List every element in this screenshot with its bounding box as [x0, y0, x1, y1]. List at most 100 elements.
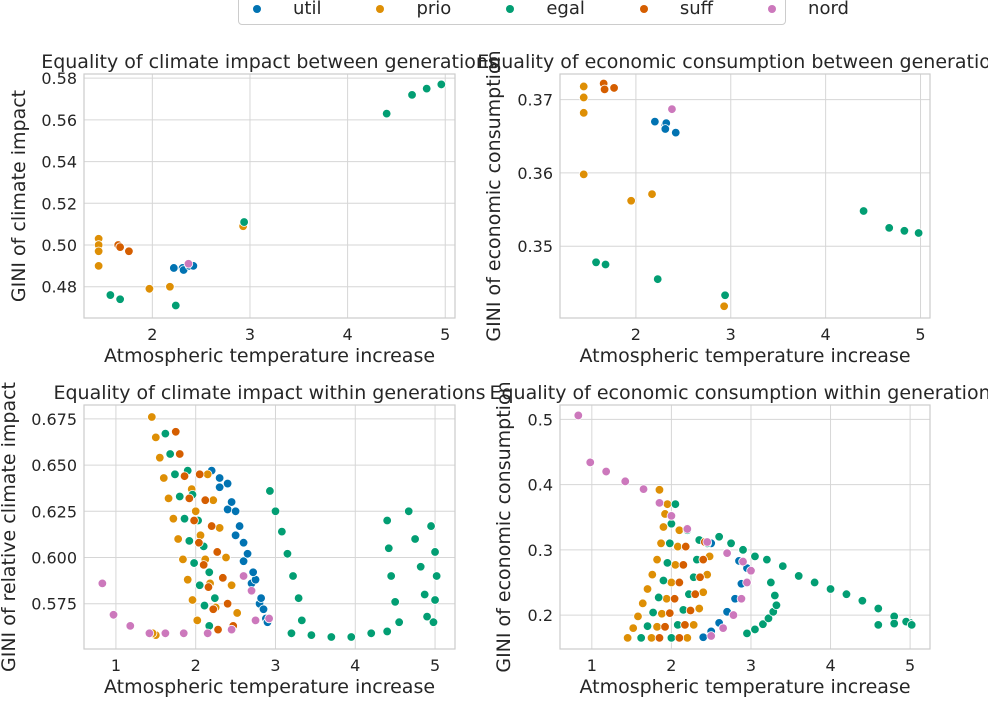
point-suff	[213, 624, 223, 635]
point-egal	[857, 596, 868, 606]
point-nord	[728, 610, 739, 620]
point-util	[258, 604, 269, 614]
point-suff	[609, 83, 619, 93]
plot-frame	[83, 73, 456, 319]
point-suff	[175, 449, 185, 459]
point-prio	[579, 92, 589, 103]
point-util	[169, 263, 179, 273]
legend-label-util: util	[293, 0, 322, 19]
point-egal	[763, 613, 774, 624]
point-egal	[665, 538, 675, 549]
point-suff	[115, 242, 125, 252]
y-tick-label: 0.575	[31, 595, 77, 614]
point-egal	[382, 515, 392, 526]
point-prio	[661, 594, 672, 604]
point-egal	[720, 290, 730, 300]
y-tick-label: 0.625	[31, 502, 77, 521]
subplot-title: Equality of climate impact between gener…	[41, 51, 498, 73]
x-tick-label: 5	[905, 656, 915, 675]
point-egal	[841, 589, 852, 599]
point-egal	[277, 526, 287, 537]
y-axis-label: GINI of relative climate impact	[0, 382, 20, 672]
point-egal	[648, 607, 658, 618]
point-prio	[579, 108, 589, 118]
series-util	[169, 261, 199, 275]
y-tick-label: 0.3	[528, 541, 553, 560]
legend-marker-egal	[506, 4, 515, 13]
point-util	[234, 521, 245, 531]
point-nord	[179, 628, 189, 638]
series-egal	[636, 499, 917, 643]
point-egal	[282, 549, 293, 559]
point-suff	[203, 582, 214, 592]
point-nord	[742, 577, 752, 588]
point-egal	[419, 589, 430, 600]
x-tick-label: 2	[666, 656, 676, 675]
point-suff	[695, 572, 705, 582]
point-nord	[183, 259, 194, 269]
point-prio	[654, 485, 665, 495]
point-egal	[404, 506, 414, 516]
point-egal	[175, 491, 185, 502]
x-tick-label: 4	[821, 325, 831, 344]
point-nord	[585, 457, 595, 468]
point-prio	[151, 432, 161, 443]
point-suff	[681, 541, 691, 552]
legend-item-egal: egal	[506, 0, 640, 19]
point-suff	[678, 560, 689, 570]
point-egal	[913, 228, 924, 238]
point-util	[214, 473, 225, 483]
point-suff	[194, 469, 205, 480]
x-axis-label: Atmospheric temperature increase	[579, 676, 910, 698]
point-nord	[620, 476, 630, 487]
legend-item-prio: prio	[376, 0, 506, 19]
point-nord	[125, 621, 135, 631]
point-prio	[642, 584, 653, 594]
y-tick-label: 0.56	[41, 111, 77, 130]
point-prio	[144, 284, 155, 294]
point-egal	[306, 630, 317, 640]
point-nord	[144, 628, 155, 638]
point-prio	[652, 622, 662, 632]
legend-item-nord: nord	[768, 0, 904, 19]
point-egal	[288, 571, 298, 581]
legend-item-util: util	[253, 0, 376, 19]
point-egal	[426, 521, 436, 531]
point-nord	[264, 613, 274, 624]
legend-marker-suff	[639, 4, 648, 13]
point-nord	[108, 610, 119, 620]
point-prio	[719, 301, 729, 311]
point-egal	[160, 428, 171, 439]
y-tick-label: 0.58	[41, 69, 77, 88]
point-egal	[889, 618, 899, 629]
legend-label-egal: egal	[546, 0, 585, 19]
point-egal	[431, 571, 442, 581]
point-egal	[714, 532, 724, 542]
point-nord	[226, 624, 237, 635]
point-egal	[884, 223, 894, 233]
point-suff	[179, 471, 190, 481]
point-prio	[646, 633, 657, 643]
point-prio	[183, 574, 193, 585]
point-prio	[190, 506, 201, 516]
point-prio	[647, 189, 657, 199]
point-egal	[179, 513, 190, 524]
point-util	[238, 556, 249, 566]
point-egal	[430, 595, 440, 605]
point-prio	[657, 609, 667, 619]
point-egal	[394, 617, 404, 627]
point-prio	[192, 615, 202, 626]
point-prio	[656, 538, 666, 549]
x-tick-label: 4	[343, 325, 353, 344]
series-nord	[183, 259, 194, 269]
point-egal	[726, 538, 736, 549]
point-util	[248, 567, 258, 577]
point-egal	[778, 561, 788, 571]
point-suff	[690, 589, 700, 599]
point-nord	[718, 623, 728, 633]
x-axis-label: Atmospheric temperature increase	[579, 345, 910, 367]
point-egal	[184, 536, 195, 546]
point-egal	[170, 469, 180, 480]
point-suff	[685, 605, 696, 616]
point-egal	[762, 554, 772, 565]
